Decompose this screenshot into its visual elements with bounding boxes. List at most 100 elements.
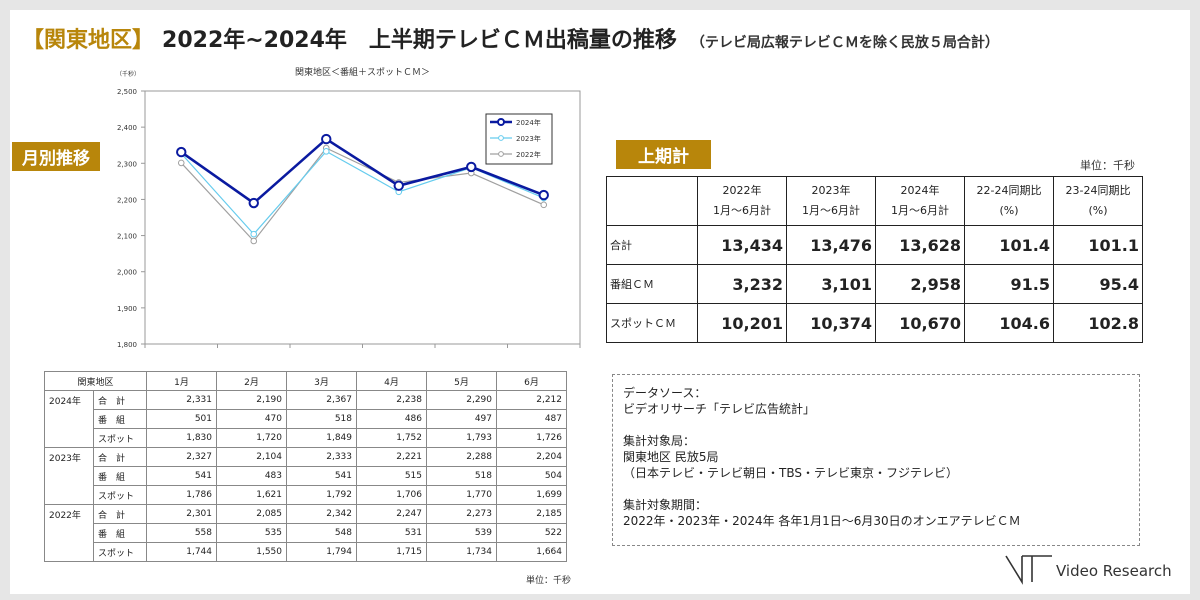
y-tick-label: 2,000 xyxy=(117,269,137,277)
summary-cell: 95.4 xyxy=(1053,264,1143,304)
monthly-cell: 483 xyxy=(216,466,287,486)
monthly-cell: 1,792 xyxy=(286,485,357,505)
monthly-cell: 2,104 xyxy=(216,447,287,467)
monthly-row: 2024年 合 計 2,331 2,190 2,367 2,238 2,290 … xyxy=(44,390,567,448)
monthly-cell: 2,342 xyxy=(286,504,357,524)
source-line: データソース： xyxy=(623,386,707,400)
summary-cell: 104.6 xyxy=(964,303,1054,343)
source-line: ビデオリサーチ「テレビ広告統計」 xyxy=(623,402,816,416)
monthly-row-label: 合 計 xyxy=(93,447,147,467)
source-line: 関東地区 民放5局 xyxy=(623,450,719,464)
summary-header-row: 2022年 1月～6月計 2023年 1月～6月計 2024年 1月～6月計 22-2… xyxy=(606,176,1143,226)
summary-cell: 91.5 xyxy=(964,264,1054,304)
data-point xyxy=(322,148,330,155)
monthly-cell: 2,247 xyxy=(356,504,427,524)
chart-title: 関東地区＜番組＋スポットＣＭ＞ xyxy=(295,66,430,78)
monthly-cell: 2,301 xyxy=(146,504,217,524)
logo-text: Video Research xyxy=(1056,562,1172,580)
monthly-row: 番 組 558 535 548 531 539 522 xyxy=(45,523,567,543)
source-line: 集計対象局： xyxy=(623,434,696,448)
monthly-row-label: スポット xyxy=(93,485,147,505)
monthly-cell: 1,706 xyxy=(356,485,427,505)
monthly-row: 2022年 合 計 2,301 2,085 2,342 2,247 2,273 … xyxy=(44,504,567,562)
monthly-row-label: 合 計 xyxy=(93,390,147,410)
summary-row-label: スポットＣＭ xyxy=(606,303,698,343)
monthly-cell: 2,327 xyxy=(146,447,217,467)
title-region: 【関東地区】 xyxy=(22,28,155,53)
badge-half: 上期計 xyxy=(616,140,711,169)
data-point xyxy=(538,189,549,201)
summary-unit: 単位：千秒 xyxy=(1080,159,1135,172)
y-tick-label: 2,500 xyxy=(117,88,137,96)
summary-cell: 10,670 xyxy=(875,303,965,343)
summary-table: 2022年 1月～6月計 2023年 1月～6月計 2024年 1月～6月計 22-2… xyxy=(606,176,1143,343)
data-point xyxy=(248,197,259,209)
summary-cell: 102.8 xyxy=(1053,303,1143,343)
monthly-cell: 531 xyxy=(356,523,427,543)
summary-header: 2023年 1月～6月計 xyxy=(786,176,876,226)
summary-cell: 3,101 xyxy=(786,264,876,304)
legend-label: 2024年 xyxy=(516,118,541,127)
monthly-row: スポット 1,786 1,621 1,792 1,706 1,770 1,699 xyxy=(45,485,567,505)
monthly-cell: 486 xyxy=(356,409,427,429)
legend-label: 2023年 xyxy=(516,134,541,143)
monthly-cell: 541 xyxy=(146,466,217,486)
monthly-cell: 1,830 xyxy=(146,428,217,448)
monthly-cell: 548 xyxy=(286,523,357,543)
legend-swatch-marker xyxy=(497,118,505,126)
monthly-unit: 単位：千秒 xyxy=(526,576,572,586)
monthly-cell: 539 xyxy=(426,523,497,543)
summary-cell: 101.1 xyxy=(1053,225,1143,265)
monthly-year: 2023年 xyxy=(44,447,94,505)
monthly-month: 5月 xyxy=(426,371,497,391)
monthly-cell: 535 xyxy=(216,523,287,543)
data-point xyxy=(393,180,404,191)
monthly-row-label: 合 計 xyxy=(93,504,147,524)
data-point xyxy=(176,146,187,158)
summary-row-label: 合計 xyxy=(606,225,698,265)
monthly-row: 番 組 541 483 541 515 518 504 xyxy=(45,466,567,486)
monthly-table: 関東地区 1月 2月 3月 4月 5月 6月 2024年 合 計 2,331 2… xyxy=(44,371,567,562)
monthly-cell: 487 xyxy=(496,409,567,429)
source-line xyxy=(623,481,1129,497)
monthly-cell: 1,715 xyxy=(356,542,427,562)
summary-cell: 13,628 xyxy=(875,225,965,265)
monthly-cell: 497 xyxy=(426,409,497,429)
monthly-row: スポット 1,830 1,720 1,849 1,752 1,793 1,726 xyxy=(45,428,567,448)
monthly-cell: 1,720 xyxy=(216,428,287,448)
monthly-row-label: スポット xyxy=(93,542,147,562)
monthly-cell: 2,212 xyxy=(496,390,567,410)
monthly-cell: 1,849 xyxy=(286,428,357,448)
monthly-cell: 501 xyxy=(146,409,217,429)
monthly-cell: 1,699 xyxy=(496,485,567,505)
title-sub: （テレビ局広報テレビＣＭを除く民放５局合計） xyxy=(690,35,999,51)
legend-swatch-marker xyxy=(498,135,504,141)
summary-row: 合計 13,434 13,476 13,628 101.4 101.1 xyxy=(606,225,1143,265)
monthly-header-row: 関東地区 1月 2月 3月 4月 5月 6月 xyxy=(44,371,567,391)
monthly-row-label: スポット xyxy=(93,428,147,448)
y-tick-label: 1,800 xyxy=(117,341,137,349)
summary-cell: 2,958 xyxy=(875,264,965,304)
monthly-month: 1月 xyxy=(146,371,217,391)
summary-header: 2024年 1月～6月計 xyxy=(875,176,965,226)
monthly-cell: 2,185 xyxy=(496,504,567,524)
y-tick-label: 2,400 xyxy=(117,124,137,132)
data-point xyxy=(177,159,185,167)
source-line: 集計対象期間： xyxy=(623,498,708,512)
series-line-2024年 xyxy=(180,137,545,205)
monthly-cell: 2,221 xyxy=(356,447,427,467)
monthly-row: スポット 1,744 1,550 1,794 1,715 1,734 1,664 xyxy=(45,542,567,562)
source-line: （日本テレビ・テレビ朝日・TBS・テレビ東京・フジテレビ） xyxy=(623,466,958,480)
monthly-cell: 2,333 xyxy=(286,447,357,467)
monthly-cell: 1,786 xyxy=(146,485,217,505)
monthly-row-label: 番 組 xyxy=(93,466,147,486)
monthly-cell: 1,621 xyxy=(216,485,287,505)
monthly-cell: 2,273 xyxy=(426,504,497,524)
series-line-2022年 xyxy=(180,147,544,242)
badge-monthly: 月別推移 xyxy=(12,142,100,171)
monthly-cell: 522 xyxy=(496,523,567,543)
legend-swatch-marker xyxy=(498,151,504,157)
page-title: 【関東地区】 2022年~2024年 上半期テレビＣＭ出稿量の推移 （テレビ局広報テ… xyxy=(22,22,999,54)
monthly-row-label: 番 組 xyxy=(93,409,147,429)
